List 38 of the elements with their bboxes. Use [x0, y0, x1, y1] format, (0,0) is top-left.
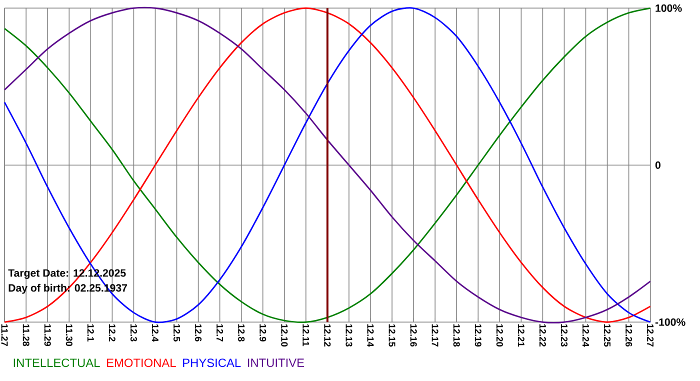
text: INTUITIVE	[248, 358, 304, 368]
x-tick-label: 12.13	[346, 324, 352, 347]
x-tick-label: 11.30	[66, 324, 72, 346]
x-tick-label: 12.16	[410, 324, 417, 347]
x-tick-label: 11.29	[44, 324, 51, 346]
x-tick-label: 12.12	[324, 324, 331, 347]
x-tick-label: 12.18	[453, 324, 460, 347]
x-tick-label: 12.22	[539, 324, 546, 347]
x-tick-label: 12.5	[173, 324, 180, 342]
x-tick-label: 12.24	[582, 324, 589, 347]
x-tick-label: 12.3	[130, 324, 137, 342]
x-tick-label: 12.7	[216, 324, 224, 342]
x-tick-label: 12.27	[647, 324, 654, 347]
x-tick-label: 12.11	[302, 324, 310, 346]
x-tick-label: 12.25	[604, 324, 611, 347]
x-tick-label: 12.2	[108, 324, 116, 342]
y-tick-label: -100%	[655, 318, 686, 326]
x-tick-label: 12.10	[281, 324, 288, 347]
x-tick-label: 12.15	[388, 324, 396, 347]
x-tick-label: 12.21	[518, 324, 524, 347]
x-tick-label: 12.26	[626, 324, 632, 347]
y-tick-label: 0	[655, 162, 660, 170]
x-tick-label: 11.28	[22, 324, 30, 346]
x-tick-label: 12.1	[87, 324, 94, 342]
x-tick-label: 12.23	[560, 324, 568, 347]
x-tick-label: 12.17	[432, 324, 438, 347]
text: EMOTIONAL	[107, 358, 176, 368]
x-tick-label: 12.6	[195, 324, 202, 342]
x-tick-label: 12.9	[260, 324, 266, 342]
text: PHYSICAL	[183, 358, 241, 368]
x-tick-label: 12.8	[238, 324, 245, 342]
x-tick-label: 11.27	[1, 324, 8, 346]
x-tick-label: 12.19	[474, 324, 482, 347]
x-tick-label: 12.4	[152, 324, 158, 342]
x-tick-label: 12.20	[496, 324, 503, 347]
y-tick-label: 100%	[656, 4, 682, 12]
text: INTELLECTUAL	[14, 358, 100, 368]
x-tick-label: 12.14	[367, 324, 374, 347]
